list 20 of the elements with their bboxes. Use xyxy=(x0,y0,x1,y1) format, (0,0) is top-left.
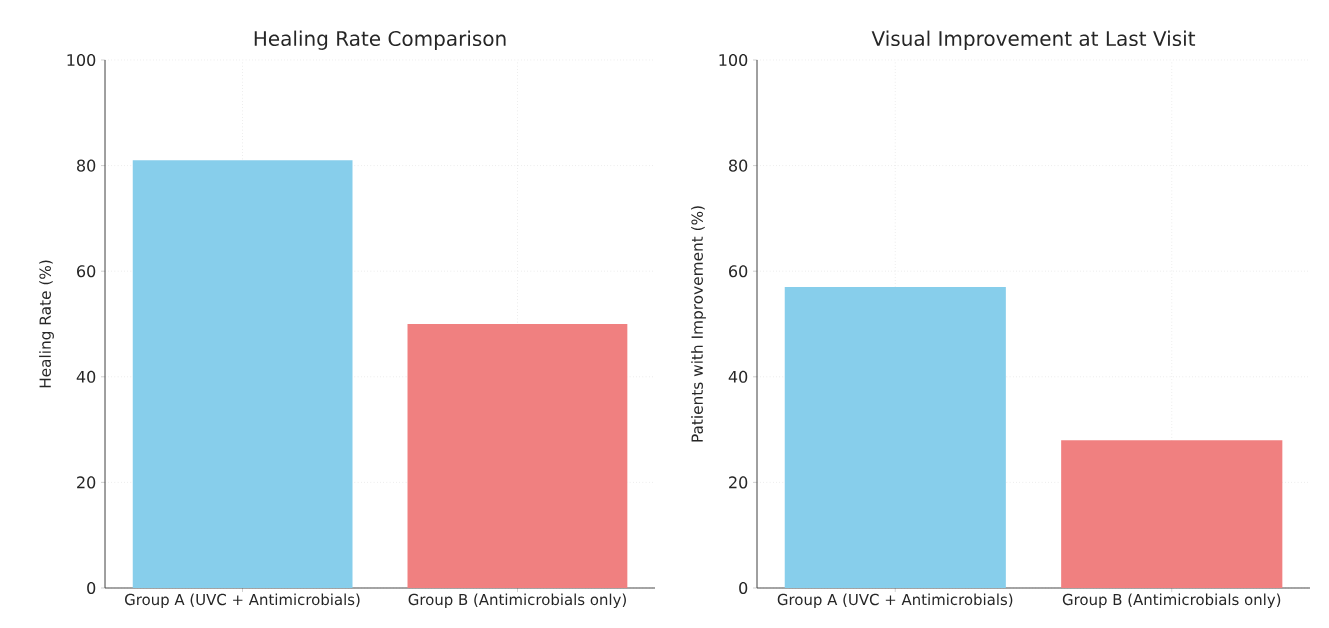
y-tick-label: 40 xyxy=(728,370,748,383)
y-tick-label: 40 xyxy=(76,370,96,383)
y-tick-label: 100 xyxy=(719,53,748,67)
x-tick-label: Group B (Antimicrobials only) xyxy=(1062,593,1281,609)
x-tick-label: Group A (UVC + Antimicrobials) xyxy=(777,593,1013,609)
y-tick-label: 20 xyxy=(77,476,96,489)
y-axis-title: Healing Rate (%) xyxy=(39,260,54,388)
x-tick-label: Group A (UVC + Antimicrobials) xyxy=(125,593,360,609)
y-tick-label: 100 xyxy=(67,53,96,67)
chart-title: Healing Rate Comparison xyxy=(254,30,506,50)
chart-title: Visual Improvement at Last Visit xyxy=(871,30,1196,50)
y-tick-label: 20 xyxy=(729,476,748,489)
y-tick-label: 60 xyxy=(77,265,96,278)
x-tick-label: Group B (Antimicrobials only) xyxy=(408,593,626,609)
y-axis-title: Patients with Improvement (%) xyxy=(691,206,706,442)
y-tick-label: 80 xyxy=(77,159,96,172)
y-tick-label: 0 xyxy=(739,581,748,595)
y-tick-label: 0 xyxy=(87,581,96,595)
y-tick-label: 80 xyxy=(729,159,748,172)
y-tick-label: 60 xyxy=(729,265,748,278)
